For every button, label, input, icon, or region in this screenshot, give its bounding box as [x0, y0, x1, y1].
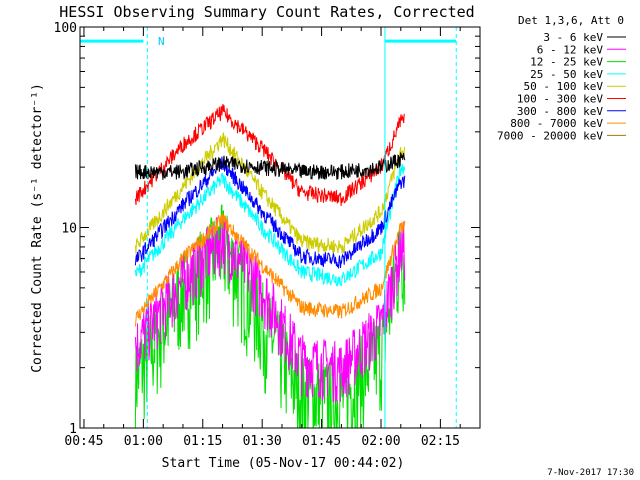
legend-label-6: 300 - 800 keV	[517, 105, 603, 118]
series-line-5	[134, 104, 406, 207]
y-tick-label-1: 10	[61, 222, 77, 237]
chart-title: HESSI Observing Summary Count Rates, Cor…	[59, 3, 474, 21]
y-tick-label-2: 100	[54, 21, 77, 36]
y-tick-label-0: 1	[69, 422, 77, 437]
night-label: N	[158, 35, 165, 48]
timestamp: 7-Nov-2017 17:30	[547, 468, 634, 478]
series-line-6	[134, 156, 406, 269]
legend-label-8: 7000 - 20000 keV	[497, 129, 603, 142]
y-axis-label: Corrected Count Rate (s⁻¹ detector⁻¹)	[30, 83, 45, 373]
axis-layer: 1 10 100 00:45 01:00 01:15 01:30 01:45 02:00 02:1…	[54, 21, 481, 449]
legend-label-7: 800 - 7000 keV	[510, 117, 603, 130]
legend-label-3: 25 - 50 keV	[530, 68, 603, 81]
legend-label-4: 50 - 100 keV	[524, 80, 604, 93]
legend-label-5: 100 - 300 keV	[517, 93, 603, 106]
x-tick-label-2: 01:15	[183, 434, 222, 449]
series-line-7	[134, 212, 406, 327]
x-tick-label-0: 00:45	[64, 434, 103, 449]
series-layer	[134, 104, 406, 429]
series-line-1	[134, 216, 406, 404]
x-tick-label-3: 01:30	[243, 434, 282, 449]
x-tick-label-5: 02:00	[361, 434, 400, 449]
legend-label-1: 6 - 12 keV	[537, 43, 604, 56]
legend-label-2: 12 - 25 keV	[530, 56, 603, 69]
x-axis-label: Start Time (05-Nov-17 00:44:02)	[162, 456, 405, 471]
x-tick-label-1: 01:00	[124, 434, 163, 449]
x-tick-label-6: 02:15	[421, 434, 460, 449]
series-line-3	[134, 163, 406, 287]
series-line-0	[134, 152, 406, 180]
series-line-4	[134, 131, 406, 254]
legend-title: Det 1,3,6, Att 0	[518, 14, 624, 27]
legend-label-0: 3 - 6 keV	[543, 31, 603, 44]
x-tick-label-4: 01:45	[302, 434, 341, 449]
